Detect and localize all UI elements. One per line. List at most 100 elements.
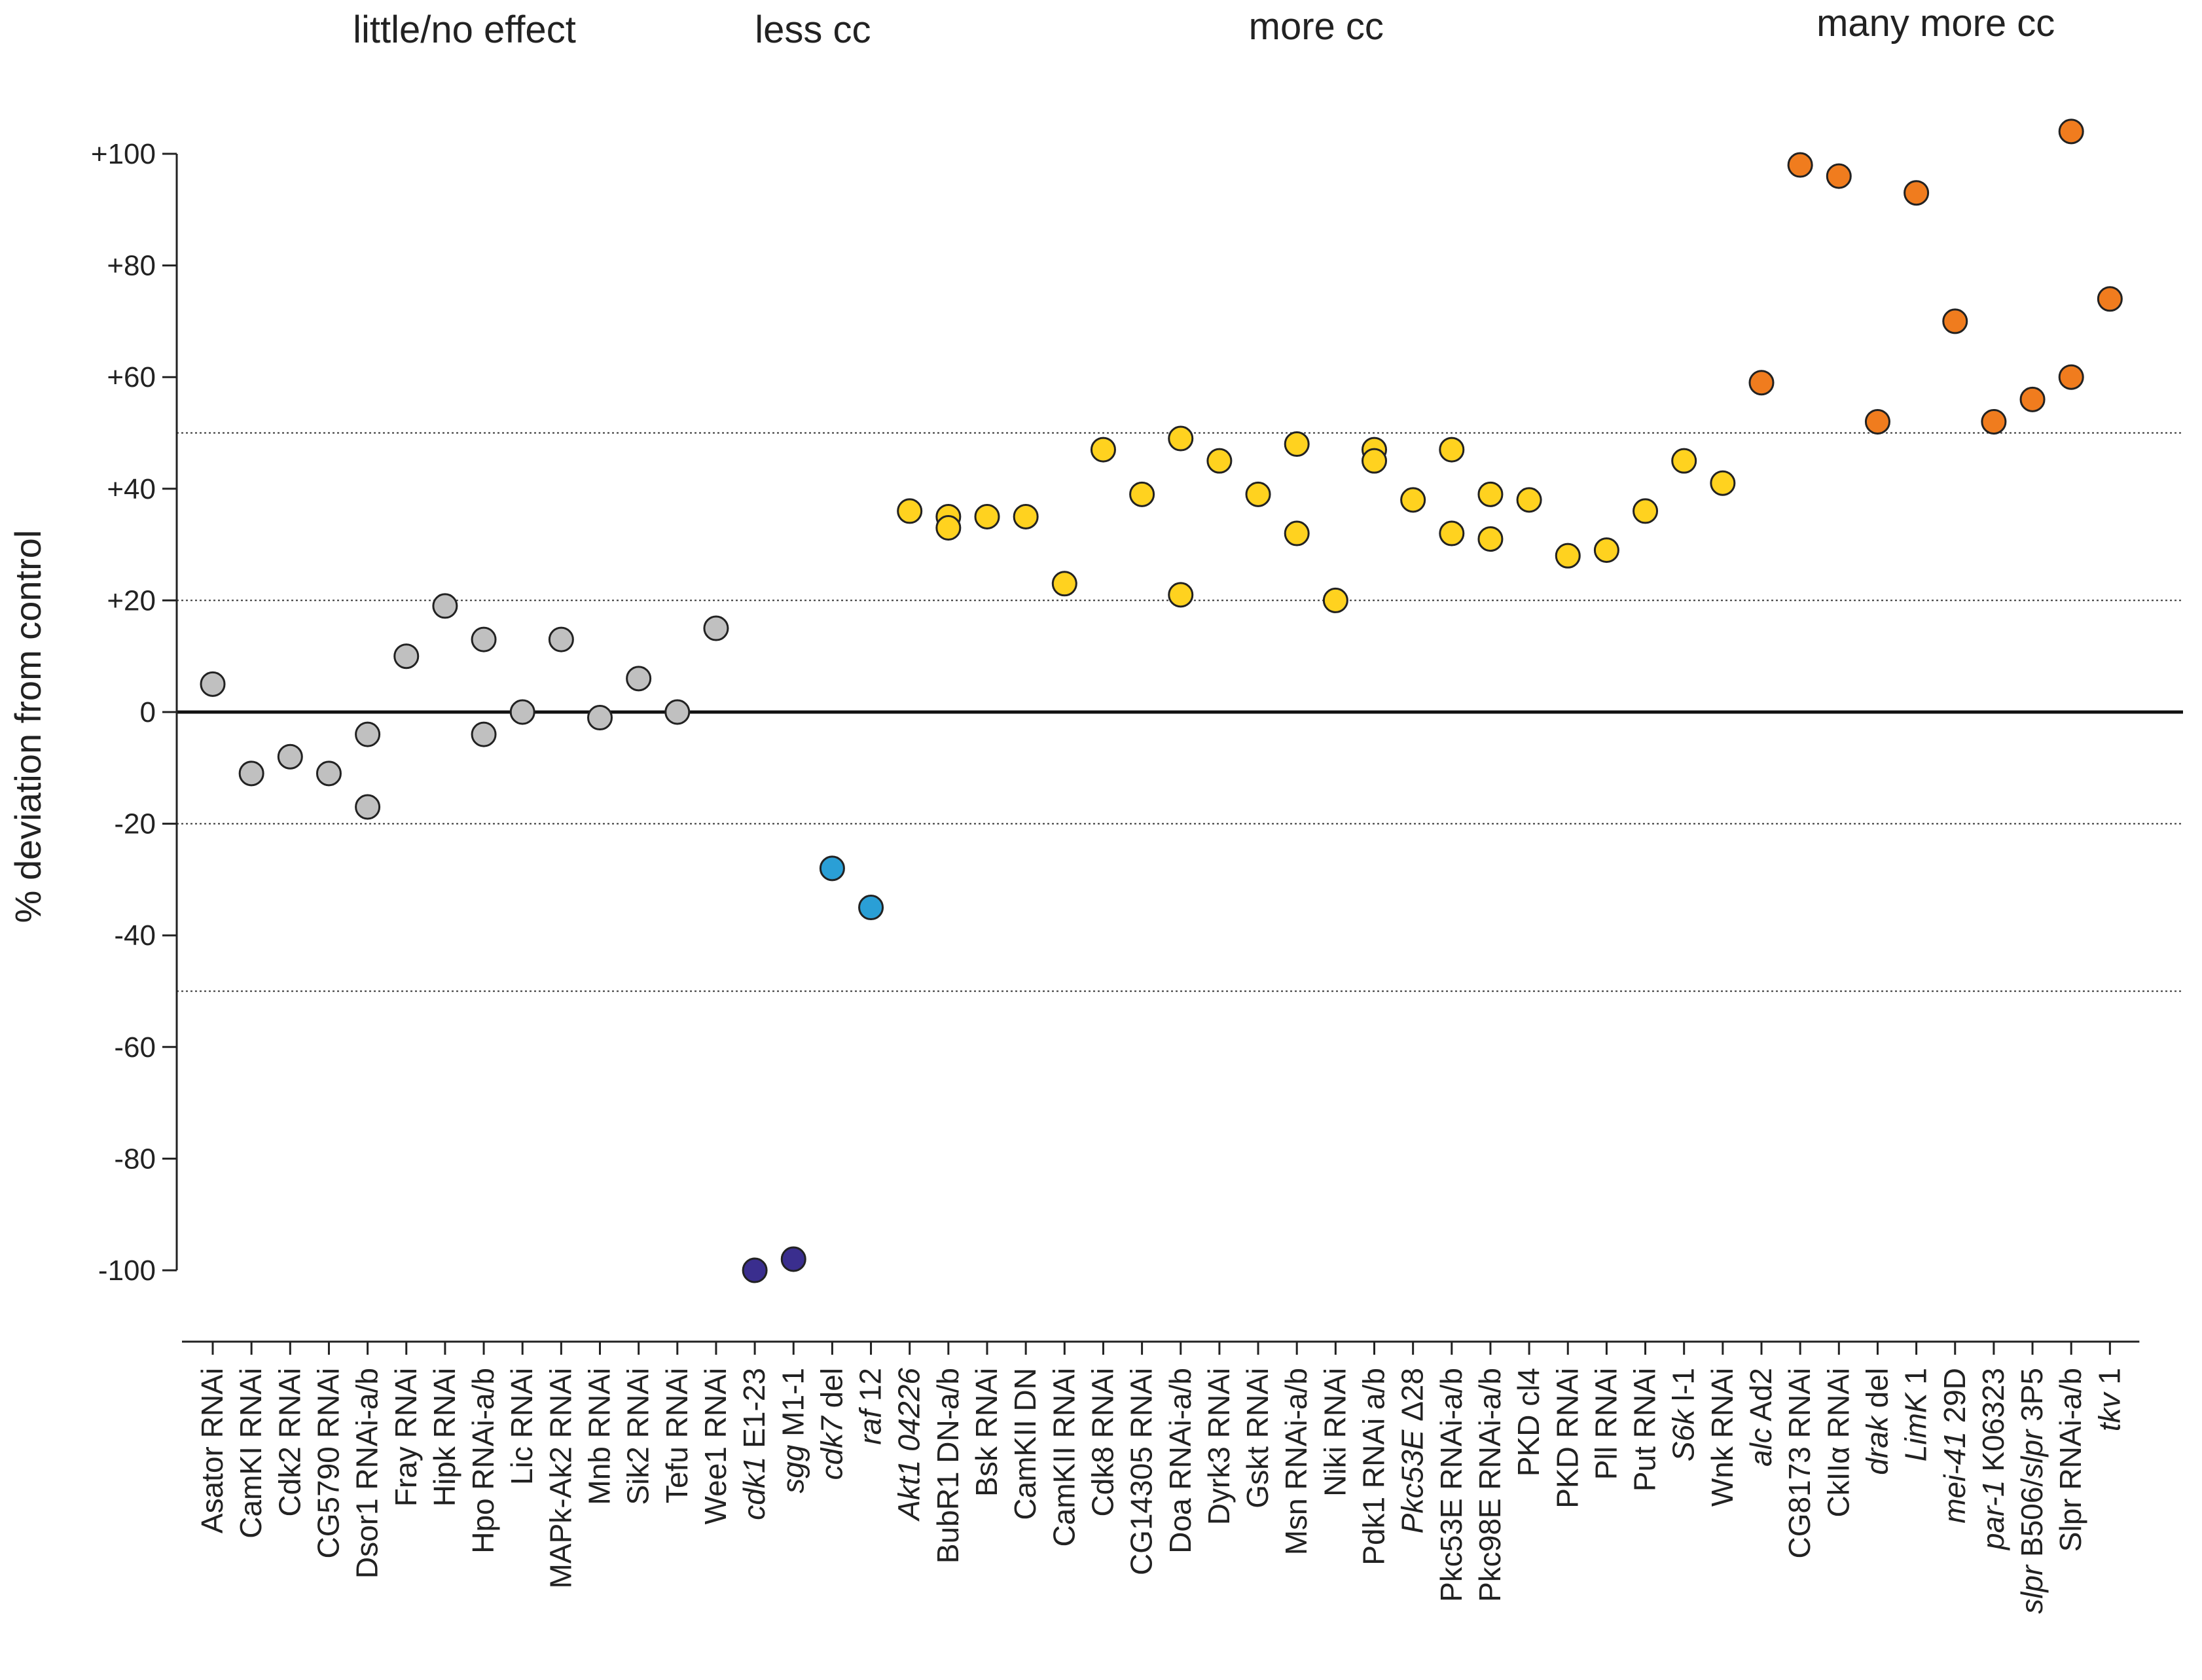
x-tick-label: Niki RNAi xyxy=(1318,1368,1352,1497)
x-tick-label: par-1 K06323 xyxy=(1976,1368,2010,1551)
data-point xyxy=(1787,152,1813,178)
data-point xyxy=(1284,520,1310,546)
data-point xyxy=(1477,481,1504,507)
data-point xyxy=(1439,437,1465,463)
x-axis xyxy=(182,1340,2140,1355)
data-point xyxy=(393,643,420,670)
data-point xyxy=(2058,118,2084,145)
x-tick-label: mei-41 29D xyxy=(1938,1368,1972,1524)
y-tick-label: -40 xyxy=(114,920,156,952)
data-point xyxy=(1942,308,1968,334)
y-tick-label: -20 xyxy=(114,808,156,840)
data-point xyxy=(742,1257,768,1283)
x-tick-label: Pkc53E Δ28 xyxy=(1396,1368,1430,1533)
data-point xyxy=(548,626,574,652)
x-tick-label: Gskt RNAi xyxy=(1240,1368,1274,1509)
x-tick-label: Hpo RNAi-a/b xyxy=(466,1368,500,1554)
data-point xyxy=(1129,481,1155,507)
data-point xyxy=(1555,543,1581,569)
x-tick-label: Cdk8 RNAi xyxy=(1085,1368,1119,1517)
x-tick-label: Tefu RNAi xyxy=(660,1368,694,1503)
data-point xyxy=(1633,498,1659,524)
data-point xyxy=(1864,408,1890,435)
x-tick-label: Dsor1 RNAi-a/b xyxy=(350,1368,384,1579)
x-tick-label: sgg M1-1 xyxy=(776,1368,810,1493)
x-tick-label: cdk7 del xyxy=(814,1368,848,1480)
x-tick-label: CG14305 RNAi xyxy=(1125,1368,1159,1575)
x-tick-label: Wnk RNAi xyxy=(1705,1368,1739,1507)
group-label: many more cc xyxy=(1816,2,2055,45)
data-point xyxy=(1013,503,1039,529)
x-tick-label: Fray RNAi xyxy=(389,1368,423,1507)
x-tick-label: CG5790 RNAi xyxy=(311,1368,345,1558)
x-tick-label: Doa RNAi-a/b xyxy=(1163,1368,1197,1554)
data-point xyxy=(587,705,613,731)
data-point xyxy=(974,503,1000,529)
x-tick-label: Lic RNAi xyxy=(505,1368,539,1485)
x-tick-label: raf 12 xyxy=(854,1368,888,1445)
threshold-lines xyxy=(177,432,2183,992)
data-point xyxy=(200,671,226,697)
data-point xyxy=(1051,571,1077,597)
data-point xyxy=(1826,163,1852,189)
x-tick-label: Bsk RNAi xyxy=(969,1368,1003,1497)
data-point xyxy=(1710,470,1736,496)
data-point xyxy=(1439,520,1465,546)
data-point xyxy=(1981,408,2007,435)
x-tick-label: Wee1 RNAi xyxy=(698,1368,732,1524)
x-tick-label: Akt1 04226 xyxy=(892,1368,926,1522)
data-point xyxy=(1516,487,1542,513)
data-point xyxy=(935,515,962,541)
data-point xyxy=(355,721,381,747)
x-tick-label: Cdk2 RNAi xyxy=(272,1368,306,1517)
data-point xyxy=(1168,425,1194,452)
group-label: less cc xyxy=(755,9,871,51)
x-tick-label: cdk1 E1-23 xyxy=(737,1368,771,1520)
data-point xyxy=(471,721,497,747)
data-point xyxy=(355,794,381,820)
data-point xyxy=(858,895,884,921)
x-tick-label: MAPk-Ak2 RNAi xyxy=(543,1368,577,1588)
group-labels: little/no effect less cc more cc many more … xyxy=(353,2,2055,51)
data-point xyxy=(664,699,691,725)
x-tick-label: slpr B506/slpr 3P5 xyxy=(2015,1368,2049,1614)
x-tick-label: CkIIα RNAi xyxy=(1821,1368,1855,1518)
data-point xyxy=(1362,448,1387,474)
category-labels: Asator RNAi CamKI RNAi Cdk2 RNAi CG5790 RNA… xyxy=(195,1368,2126,1614)
x-tick-label: PKD RNAi xyxy=(1550,1368,1584,1509)
y-tick-label: -60 xyxy=(114,1031,156,1063)
x-tick-label: PKD cl4 xyxy=(1511,1368,1545,1476)
data-point xyxy=(1322,587,1348,613)
data-point xyxy=(1245,481,1271,507)
y-tick-label: -80 xyxy=(114,1143,156,1175)
x-tick-label: tkv 1 xyxy=(2092,1368,2126,1431)
y-axis-label: % deviation from control xyxy=(7,530,48,923)
data-point xyxy=(316,760,342,787)
y-tick-label: +80 xyxy=(107,250,156,282)
data-point xyxy=(2058,364,2084,390)
y-tick-label: +60 xyxy=(107,361,156,393)
x-tick-label: drak del xyxy=(1860,1368,1894,1475)
x-tick-label: Mnb RNAi xyxy=(583,1368,617,1505)
x-tick-label: alc Ad2 xyxy=(1744,1368,1778,1467)
data-point xyxy=(703,615,729,641)
x-tick-label: Sik2 RNAi xyxy=(621,1368,655,1505)
data-point xyxy=(780,1246,806,1272)
data-point xyxy=(277,743,303,770)
data-point xyxy=(2097,286,2123,312)
data-point xyxy=(897,498,923,524)
x-tick-label: BubR1 DN-a/b xyxy=(931,1368,965,1564)
x-tick-label: Dyrk3 RNAi xyxy=(1202,1368,1236,1525)
x-tick-label: Pll RNAi xyxy=(1589,1368,1623,1480)
data-point xyxy=(1090,437,1116,463)
data-point xyxy=(509,699,535,725)
y-tick-label: 0 xyxy=(140,696,156,728)
y-tick-label: +20 xyxy=(107,584,156,617)
x-tick-label: LimK 1 xyxy=(1899,1368,1933,1461)
x-tick-label: Pkc53E RNAi-a/b xyxy=(1434,1368,1468,1602)
x-tick-label: Put RNAi xyxy=(1628,1368,1662,1492)
x-tick-label: CamKII RNAi xyxy=(1047,1368,1081,1546)
data-point xyxy=(1477,526,1504,552)
data-point xyxy=(1168,582,1194,608)
y-tick-label: +100 xyxy=(91,138,156,170)
